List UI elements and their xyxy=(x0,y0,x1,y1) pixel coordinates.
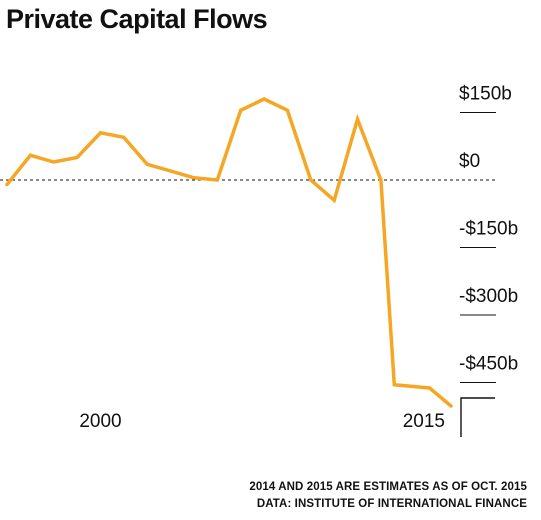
plot-corner-axis xyxy=(460,397,495,437)
estimate-note: 2014 AND 2015 ARE ESTIMATES AS OF OCT. 2… xyxy=(249,481,527,493)
y-tick-label: -$450b xyxy=(459,354,518,375)
y-tick-label: -$300b xyxy=(459,286,518,307)
x-tick-label: 2000 xyxy=(79,411,121,432)
source-note: DATA: INSTITUTE OF INTERNATIONAL FINANCE xyxy=(256,498,527,510)
chart-title: Private Capital Flows xyxy=(6,4,268,34)
series-line xyxy=(5,97,453,408)
x-tick-labels: 2000 2015 xyxy=(79,411,445,432)
y-tick-marks xyxy=(460,112,496,383)
y-tick-label: -$150b xyxy=(459,219,518,240)
x-tick-label: 2015 xyxy=(403,411,445,432)
y-tick-label: $0 xyxy=(459,151,480,172)
y-tick-label: $150b xyxy=(459,84,512,105)
y-tick-labels: $150b $0 -$150b -$300b -$450b xyxy=(459,84,518,375)
